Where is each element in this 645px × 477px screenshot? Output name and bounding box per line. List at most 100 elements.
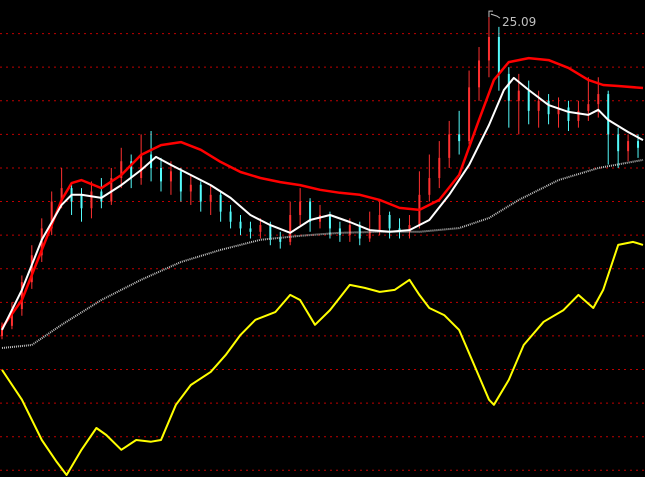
candle-up [259, 218, 262, 239]
high-marker: 25.09 [488, 10, 536, 29]
candle-up [110, 167, 113, 205]
candle-down [179, 167, 182, 202]
candle-body [10, 309, 13, 326]
candle-body [140, 154, 143, 179]
candle-body [1, 325, 3, 336]
candle-body [378, 214, 381, 232]
candle-body [289, 214, 292, 242]
candle-body [249, 228, 252, 232]
candle-up [517, 73, 520, 135]
candle-body [627, 141, 630, 152]
candle-down [249, 221, 252, 239]
candle-body [597, 94, 600, 105]
candle-up [20, 275, 23, 316]
candle-body [269, 225, 272, 239]
candle-body [607, 94, 610, 135]
candle-body [50, 201, 53, 229]
candle-body [487, 36, 490, 61]
candle-body [229, 211, 232, 222]
candle-body [299, 201, 302, 215]
candle-down [567, 100, 570, 132]
candle-body [189, 184, 192, 192]
candle-up [487, 17, 490, 78]
candle-body [587, 104, 590, 111]
candle-body [110, 178, 113, 202]
candle-down [199, 181, 202, 212]
candle-down [617, 127, 620, 168]
candle-down [328, 211, 331, 239]
candle-body [577, 110, 580, 121]
candle-body [478, 60, 481, 88]
candle-down [547, 94, 550, 125]
candle-body [309, 201, 312, 222]
candle-body [179, 171, 182, 192]
candle-body [368, 231, 371, 239]
candle-body [358, 225, 361, 239]
candle-up [368, 211, 371, 242]
candle-down [239, 214, 242, 236]
candle-body [547, 100, 550, 115]
candle-up [557, 97, 560, 128]
candle-up [468, 70, 471, 145]
candle-up [627, 134, 630, 162]
candle-body [20, 282, 23, 310]
candle-up [169, 161, 172, 195]
candle-up [120, 147, 123, 189]
candle-body [637, 141, 640, 148]
candle-body [448, 134, 451, 158]
candle-body [209, 194, 212, 202]
series-line-indicator [1, 240, 644, 476]
candle-up [478, 47, 481, 101]
candle-up [90, 181, 93, 219]
candle-body [120, 161, 123, 179]
candle-body [169, 171, 172, 182]
candle-body [617, 134, 620, 152]
candle-up [1, 322, 3, 340]
candle-body [497, 36, 500, 74]
flag-icon [488, 10, 501, 19]
candle-body [537, 100, 540, 111]
candle-body [259, 225, 262, 232]
candle-body [438, 157, 441, 179]
candle-body [458, 134, 461, 142]
candles [1, 17, 640, 340]
candle-body [557, 107, 560, 115]
candle-body [468, 87, 471, 142]
candle-up [299, 188, 302, 226]
candle-down [309, 198, 312, 232]
candle-body [219, 194, 222, 212]
moving-average-lines [0, 56, 644, 476]
candle-body [428, 178, 431, 195]
candle-body [80, 194, 83, 209]
candle-down [229, 204, 232, 229]
candle-body [279, 238, 282, 242]
candle-up [209, 184, 212, 215]
candle-up [438, 141, 441, 189]
candle-down [458, 110, 461, 155]
candle-body [199, 184, 202, 202]
candle-body [100, 191, 103, 202]
series-line-ma-long [1, 158, 644, 349]
candle-body [30, 255, 33, 283]
candle-down [219, 191, 222, 222]
candle-up [140, 134, 143, 185]
candle-body [527, 90, 530, 111]
candle-down [507, 67, 510, 128]
candle-up [408, 214, 411, 239]
candle-up [378, 201, 381, 236]
candle-up [189, 174, 192, 205]
candle-body [60, 188, 63, 202]
candle-up [587, 77, 590, 121]
candle-body [388, 214, 391, 229]
candle-up [448, 120, 451, 168]
candle-up [428, 154, 431, 202]
candle-body [328, 214, 331, 229]
candle-body [239, 221, 242, 229]
candle-down [160, 157, 163, 192]
candle-down [497, 26, 500, 91]
candle-up [289, 201, 292, 246]
candle-down [607, 90, 610, 165]
series-line-ma-short [1, 76, 644, 331]
